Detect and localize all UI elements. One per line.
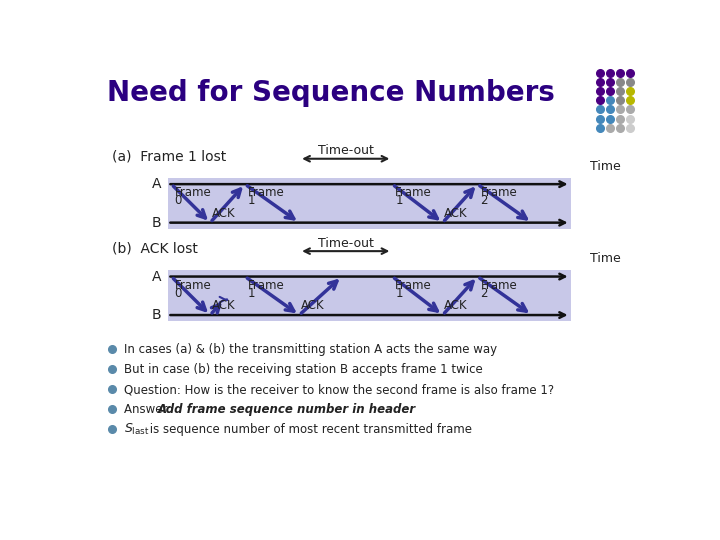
Text: Time: Time (590, 252, 621, 265)
Text: (b)  ACK lost: (b) ACK lost (112, 242, 197, 256)
Text: Frame: Frame (248, 279, 285, 292)
Text: 0: 0 (174, 287, 182, 300)
Text: 1: 1 (248, 194, 256, 207)
Text: Time-out: Time-out (318, 144, 374, 157)
Text: Time: Time (590, 160, 621, 173)
Text: But in case (b) the receiving station B accepts frame 1 twice: But in case (b) the receiving station B … (124, 363, 483, 376)
Text: Add frame sequence number in header: Add frame sequence number in header (158, 403, 416, 416)
Text: In cases (a) & (b) the transmitting station A acts the same way: In cases (a) & (b) the transmitting stat… (124, 343, 498, 356)
Text: 2: 2 (481, 194, 488, 207)
Text: B: B (152, 308, 161, 322)
Text: ACK: ACK (444, 299, 468, 312)
Text: Frame: Frame (395, 279, 432, 292)
Text: Frame: Frame (395, 186, 432, 199)
Text: 1: 1 (395, 194, 403, 207)
Text: Question: How is the receiver to know the second frame is also frame 1?: Question: How is the receiver to know th… (124, 383, 554, 396)
Text: ACK: ACK (444, 207, 468, 220)
Text: Time-out: Time-out (318, 237, 374, 249)
Bar (168, 271, 570, 321)
Text: B: B (152, 215, 161, 230)
Text: Frame: Frame (481, 186, 518, 199)
Text: Frame: Frame (174, 279, 211, 292)
Text: A: A (152, 177, 161, 191)
Bar (168, 178, 570, 229)
Text: 2: 2 (481, 287, 488, 300)
Text: 1: 1 (395, 287, 403, 300)
Text: $S_{\mathrm{last}}$: $S_{\mathrm{last}}$ (124, 422, 150, 437)
Text: A: A (152, 269, 161, 284)
Text: Need for Sequence Numbers: Need for Sequence Numbers (107, 79, 555, 107)
Text: Answer:: Answer: (124, 403, 179, 416)
Text: is sequence number of most recent transmitted frame: is sequence number of most recent transm… (145, 423, 472, 436)
Text: 0: 0 (174, 194, 182, 207)
Text: Frame: Frame (248, 186, 285, 199)
Text: ACK: ACK (212, 299, 235, 312)
Text: (a)  Frame 1 lost: (a) Frame 1 lost (112, 150, 226, 164)
Text: Frame: Frame (481, 279, 518, 292)
Text: ACK: ACK (301, 299, 325, 312)
Text: Frame: Frame (174, 186, 211, 199)
Text: 1: 1 (248, 287, 256, 300)
Text: ACK: ACK (212, 207, 235, 220)
